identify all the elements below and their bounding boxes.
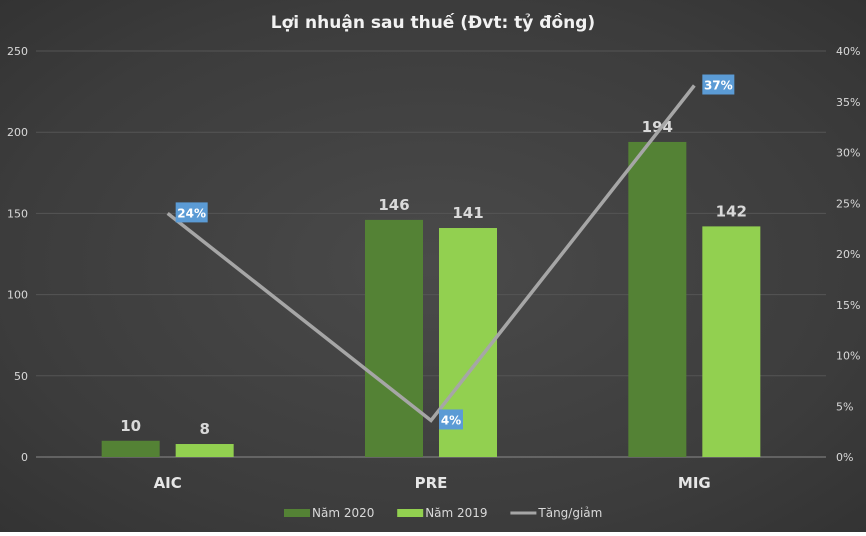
y-left-tick-label: 100 xyxy=(7,289,28,302)
line-data-label-text: 4% xyxy=(441,413,461,427)
line-data-label: 24% xyxy=(175,202,208,223)
legend-swatch xyxy=(284,509,310,517)
y-left-tick-label: 50 xyxy=(14,370,28,383)
line-data-label: 4% xyxy=(439,409,463,430)
y-right-tick-label: 25% xyxy=(836,197,860,210)
legend: Năm 2020 Năm 2019 Tăng/giảm xyxy=(284,506,602,520)
bar-data-label: 141 xyxy=(452,204,483,222)
legend-swatch xyxy=(397,509,424,517)
line-series xyxy=(166,84,696,423)
y-right-tick-label: 20% xyxy=(836,248,860,261)
line-data-label-bg xyxy=(175,202,208,223)
x-tick-label: MIG xyxy=(678,474,711,492)
line-data-label-bg xyxy=(702,74,735,95)
chart-title: Lợi nhuận sau thuế (Đvt: tỷ đồng) xyxy=(271,12,595,33)
bar-data-label: 146 xyxy=(378,196,409,214)
bar xyxy=(175,444,234,457)
legend-label: Tăng/giảm xyxy=(537,506,602,520)
bar xyxy=(101,440,160,457)
y-right-tick-label: 5% xyxy=(836,400,853,413)
bar-data-label: 10 xyxy=(120,417,141,435)
line-data-label-text: 24% xyxy=(177,206,206,220)
bar xyxy=(628,141,687,457)
y-right-tick-label: 35% xyxy=(836,96,860,109)
y-left-tick-label: 0 xyxy=(21,451,28,464)
line-data-label-bg xyxy=(439,409,463,430)
y-right-tick-label: 40% xyxy=(836,45,860,58)
bar xyxy=(702,226,761,457)
line-data-label: 37% xyxy=(702,74,735,95)
y-right-tick-label: 15% xyxy=(836,299,860,312)
legend-label: Năm 2020 xyxy=(312,506,374,520)
legend-label: Năm 2019 xyxy=(425,506,487,520)
bar xyxy=(365,219,423,457)
y-left-tick-label: 150 xyxy=(7,207,28,220)
y-right-tick-label: 10% xyxy=(836,350,860,363)
x-tick-label: AIC xyxy=(154,474,182,492)
y-left-tick-label: 250 xyxy=(7,45,28,58)
bar-data-label: 8 xyxy=(199,420,209,438)
line-data-label-text: 37% xyxy=(704,79,733,93)
bar-data-label: 142 xyxy=(716,202,747,220)
y-right-tick-label: 30% xyxy=(836,147,860,160)
x-tick-label: PRE xyxy=(415,474,448,492)
y-left-tick-label: 200 xyxy=(7,126,28,139)
y-right-tick-label: 0% xyxy=(836,451,853,464)
